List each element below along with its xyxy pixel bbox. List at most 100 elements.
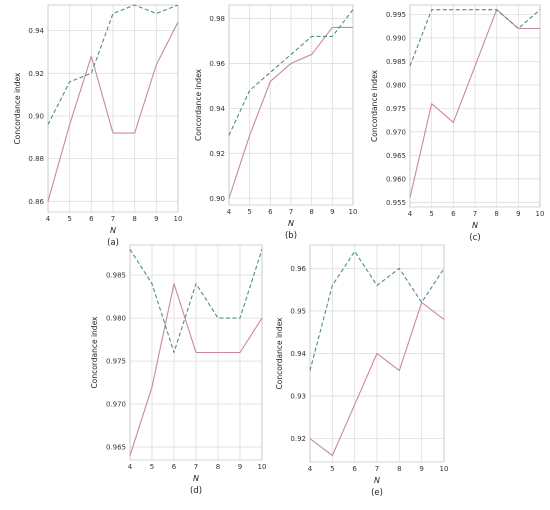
x-tick-label: 8	[494, 210, 498, 218]
x-tick-label: 6	[89, 215, 94, 223]
y-axis-label: Concordance index	[13, 72, 22, 145]
y-tick-label: 0.90	[209, 195, 225, 203]
y-tick-label: 0.94	[290, 350, 306, 358]
y-tick-label: 0.93	[290, 393, 306, 401]
y-tick-label: 0.95	[290, 307, 306, 315]
x-tick-label: 5	[247, 208, 251, 216]
x-axis-label: N	[288, 219, 294, 228]
y-axis-label: Concordance index	[275, 317, 284, 390]
x-tick-label: 7	[289, 208, 293, 216]
x-tick-label: 10	[440, 465, 449, 473]
dashed-series-line	[129, 249, 263, 354]
x-tick-label: 7	[473, 210, 477, 218]
solid-series-line	[409, 9, 540, 198]
x-tick-label: 9	[154, 215, 158, 223]
y-tick-label: 0.86	[28, 198, 44, 206]
panel-caption: (b)	[285, 231, 297, 241]
y-tick-label: 0.960	[386, 175, 406, 183]
y-tick-label: 0.90	[28, 112, 44, 120]
y-tick-label: 0.965	[386, 152, 406, 160]
y-tick-label: 0.92	[290, 435, 306, 443]
plot-frame	[409, 4, 541, 208]
x-tick-label: 6	[172, 463, 177, 471]
dashed-series-line	[47, 4, 179, 125]
x-tick-label: 8	[309, 208, 313, 216]
x-tick-label: 5	[429, 210, 433, 218]
x-tick-label: 9	[419, 465, 423, 473]
x-tick-label: 4	[408, 210, 413, 218]
x-tick-label: 4	[308, 465, 313, 473]
x-tick-label: 9	[238, 463, 242, 471]
dashed-series-line	[228, 9, 354, 136]
y-tick-label: 0.96	[290, 265, 306, 273]
x-tick-label: 4	[46, 215, 51, 223]
x-tick-label: 7	[375, 465, 379, 473]
plot-frame	[228, 4, 354, 206]
panel-caption: (a)	[107, 238, 119, 248]
x-axis-label: N	[374, 476, 380, 485]
x-tick-label: 6	[268, 208, 273, 216]
x-tick-label: 4	[128, 463, 133, 471]
dashed-series-line	[309, 250, 445, 371]
panel-caption: (e)	[371, 488, 383, 498]
y-tick-label: 0.94	[209, 105, 225, 113]
y-axis-label: Concordance index	[194, 68, 203, 141]
y-tick-label: 0.970	[106, 401, 126, 409]
x-tick-label: 8	[216, 463, 220, 471]
y-tick-label: 0.88	[28, 155, 44, 163]
y-tick-label: 0.96	[209, 60, 225, 68]
dashed-series-line	[409, 9, 541, 67]
panel-caption: (c)	[469, 233, 480, 243]
y-tick-label: 0.975	[106, 358, 126, 366]
x-axis-label: N	[110, 226, 116, 235]
x-tick-label: 8	[132, 215, 136, 223]
y-tick-label: 0.98	[209, 15, 225, 23]
chart-panel-d: 4 5 6 7 8 9 10 0.965 0.970 0.975 0.980 0.985 Concord…	[90, 244, 267, 496]
y-tick-label: 0.980	[386, 81, 406, 89]
plot-frame	[47, 4, 179, 213]
panel-caption: (d)	[190, 486, 202, 496]
y-tick-label: 0.995	[386, 11, 406, 19]
x-tick-label: 5	[67, 215, 71, 223]
x-axis-label: N	[472, 221, 478, 230]
y-tick-label: 0.980	[106, 315, 126, 323]
y-tick-label: 0.990	[386, 34, 406, 42]
x-tick-label: 10	[349, 208, 358, 216]
y-tick-label: 0.92	[28, 70, 44, 78]
solid-series-line	[309, 301, 445, 457]
y-tick-label: 0.970	[386, 128, 406, 136]
x-tick-label: 7	[111, 215, 115, 223]
x-tick-label: 6	[352, 465, 357, 473]
x-tick-label: 10	[174, 215, 183, 223]
solid-series-line	[228, 26, 353, 199]
x-tick-label: 6	[451, 210, 456, 218]
x-tick-label: 5	[150, 463, 154, 471]
y-tick-label: 0.955	[386, 199, 406, 207]
x-tick-label: 7	[194, 463, 198, 471]
plot-frame	[129, 244, 263, 461]
x-tick-label: 10	[536, 210, 545, 218]
y-tick-label: 0.985	[386, 58, 406, 66]
x-axis-label: N	[193, 474, 199, 483]
y-tick-label: 0.92	[209, 150, 225, 158]
x-tick-label: 9	[516, 210, 520, 218]
chart-panel-e: 4 5 6 7 8 9 10 0.92 0.93 0.94 0.95 0.96 Concordance …	[275, 244, 449, 498]
x-tick-label: 8	[397, 465, 401, 473]
y-tick-label: 0.975	[386, 105, 406, 113]
chart-panel-a: 4 5 6 7 8 9 10 0.86 0.88 0.90 0.92 0.94 Concordance …	[13, 4, 183, 248]
y-axis-label: Concordance index	[90, 316, 99, 389]
y-tick-label: 0.94	[28, 27, 44, 35]
x-tick-label: 10	[258, 463, 267, 471]
chart-panel-c: 4 5 6 7 8 9 10 0.955 0.960 0.965 0.970 0.975 0.980 0.…	[370, 4, 545, 243]
solid-series-line	[129, 283, 263, 456]
solid-series-line	[47, 21, 179, 202]
x-tick-label: 4	[227, 208, 232, 216]
y-axis-label: Concordance index	[370, 69, 379, 142]
y-tick-label: 0.985	[106, 272, 126, 280]
x-tick-label: 5	[330, 465, 334, 473]
x-tick-label: 9	[330, 208, 334, 216]
y-tick-label: 0.965	[106, 444, 126, 452]
chart-panel-b: 4 5 6 7 8 9 10 0.90 0.92 0.94 0.96 0.98 Concordance …	[194, 4, 358, 241]
plot-frame	[309, 244, 445, 463]
